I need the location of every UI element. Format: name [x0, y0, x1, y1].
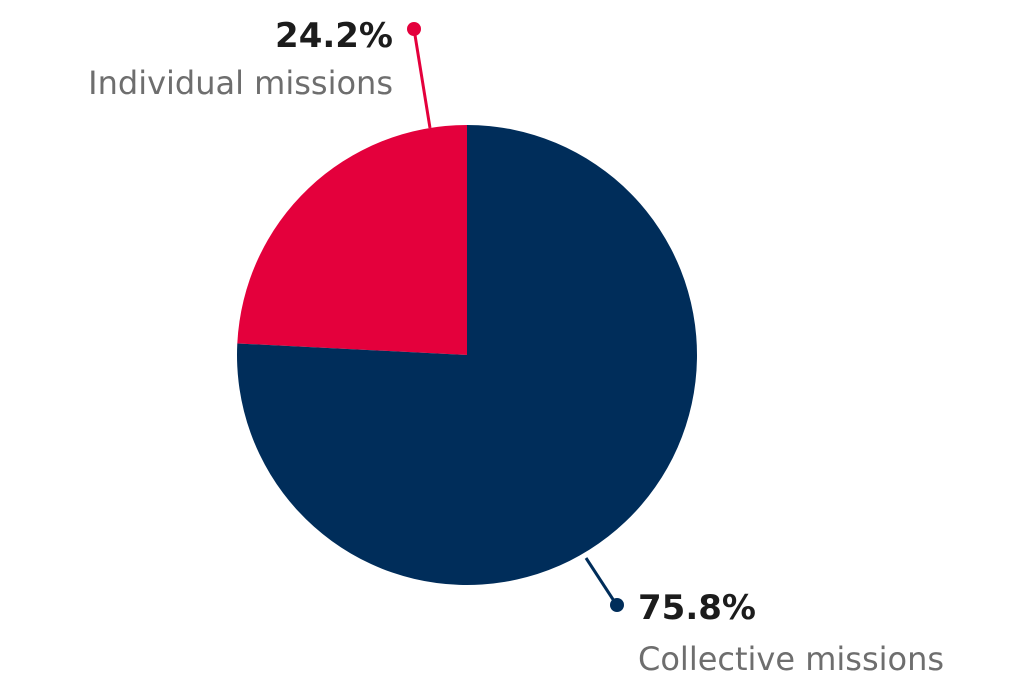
name-label-collective: Collective missions: [638, 640, 944, 678]
pie-slice-individual: [237, 125, 467, 355]
leader-line-individual: [412, 28, 432, 129]
value-label-individual: 24.2%: [275, 16, 393, 56]
leader-line-collective: [584, 557, 618, 605]
value-label-collective: 75.8%: [638, 588, 756, 628]
leader-dot-collective: [610, 598, 624, 612]
pie-slice-collective: [237, 125, 697, 585]
leader-dot-individual: [407, 22, 421, 36]
name-label-individual: Individual missions: [88, 64, 393, 102]
slices-layer: [237, 125, 697, 585]
